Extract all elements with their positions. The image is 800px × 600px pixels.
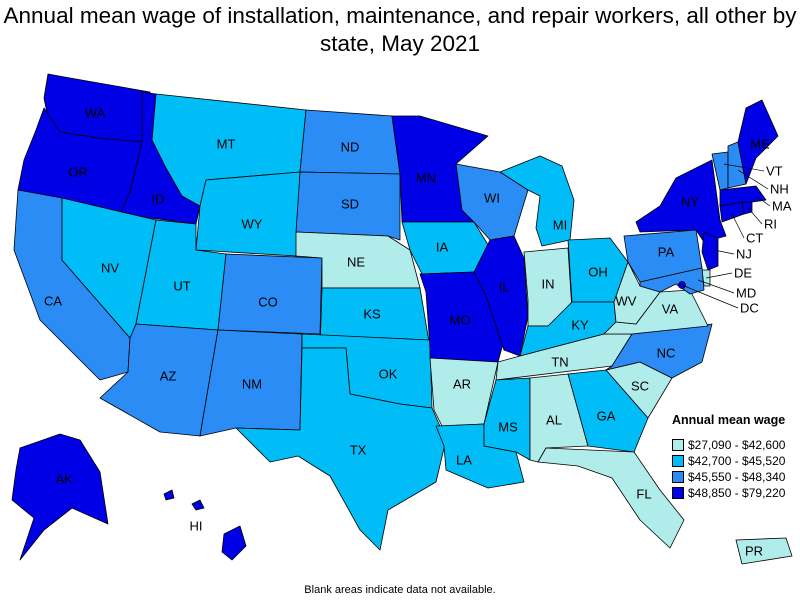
svg-text:MD: MD bbox=[736, 286, 756, 301]
svg-text:HI: HI bbox=[190, 519, 203, 534]
svg-text:TX: TX bbox=[350, 443, 367, 458]
svg-text:CT: CT bbox=[746, 231, 763, 246]
legend-label: $45,550 - $48,340 bbox=[688, 470, 786, 484]
svg-text:ID: ID bbox=[152, 192, 165, 207]
svg-text:KS: KS bbox=[363, 307, 381, 322]
svg-text:NY: NY bbox=[681, 195, 699, 210]
svg-text:WY: WY bbox=[242, 217, 263, 232]
state-MA[interactable] bbox=[719, 185, 767, 207]
svg-text:ND: ND bbox=[341, 140, 360, 155]
svg-text:MT: MT bbox=[217, 137, 236, 152]
svg-text:SC: SC bbox=[631, 379, 649, 394]
svg-text:OK: OK bbox=[379, 367, 398, 382]
svg-text:FL: FL bbox=[636, 487, 651, 502]
legend-swatch bbox=[672, 455, 684, 467]
state-MI[interactable] bbox=[499, 155, 575, 247]
legend-item: $45,550 - $48,340 bbox=[672, 469, 785, 485]
svg-text:WV: WV bbox=[616, 294, 637, 309]
state-HI-3[interactable] bbox=[221, 525, 247, 561]
state-RI[interactable] bbox=[741, 201, 753, 215]
svg-text:NM: NM bbox=[242, 377, 262, 392]
svg-text:PA: PA bbox=[658, 245, 675, 260]
svg-text:NH: NH bbox=[770, 182, 789, 197]
svg-text:OR: OR bbox=[68, 165, 88, 180]
svg-text:AZ: AZ bbox=[160, 369, 177, 384]
state-NY[interactable] bbox=[635, 159, 727, 243]
svg-text:TN: TN bbox=[551, 355, 568, 370]
svg-text:LA: LA bbox=[456, 453, 472, 468]
legend-item: $27,090 - $42,600 bbox=[672, 437, 785, 453]
svg-text:MO: MO bbox=[450, 313, 471, 328]
state-HI-2[interactable] bbox=[191, 499, 205, 511]
svg-text:NE: NE bbox=[347, 255, 365, 270]
svg-text:NC: NC bbox=[657, 346, 676, 361]
svg-text:RI: RI bbox=[764, 217, 777, 232]
svg-text:DC: DC bbox=[740, 301, 759, 316]
svg-text:NV: NV bbox=[101, 261, 119, 276]
svg-text:CA: CA bbox=[44, 294, 62, 309]
state-TX[interactable] bbox=[235, 347, 447, 551]
svg-text:MI: MI bbox=[553, 218, 567, 233]
svg-text:AR: AR bbox=[453, 377, 471, 392]
svg-text:MA: MA bbox=[772, 199, 792, 214]
svg-text:VT: VT bbox=[766, 164, 783, 179]
footnote: Blank areas indicate data not available. bbox=[304, 584, 496, 596]
state-AK[interactable] bbox=[11, 433, 109, 561]
legend-title: Annual mean wage bbox=[672, 413, 786, 427]
legend-item: $48,850 - $79,220 bbox=[672, 485, 785, 501]
svg-text:KY: KY bbox=[571, 318, 589, 333]
state-GA[interactable] bbox=[567, 369, 649, 453]
svg-text:PR: PR bbox=[745, 544, 763, 559]
legend-item: $42,700 - $45,520 bbox=[672, 453, 785, 469]
svg-text:CO: CO bbox=[258, 295, 278, 310]
state-SD[interactable] bbox=[295, 171, 401, 241]
legend: Annual mean wage $27,090 - $42,600 $42,70… bbox=[672, 413, 785, 501]
svg-text:MS: MS bbox=[498, 420, 518, 435]
state-ME[interactable] bbox=[737, 99, 779, 185]
map-title: Annual mean wage of installation, mainte… bbox=[3, 3, 797, 56]
svg-text:ME: ME bbox=[750, 137, 770, 152]
svg-text:MN: MN bbox=[416, 171, 436, 186]
svg-text:WI: WI bbox=[484, 191, 500, 206]
state-FL[interactable] bbox=[537, 447, 685, 549]
svg-text:GA: GA bbox=[597, 409, 616, 424]
state-NJ[interactable] bbox=[701, 231, 719, 271]
svg-text:SD: SD bbox=[341, 197, 359, 212]
svg-text:IL: IL bbox=[499, 280, 510, 295]
legend-label: $48,850 - $79,220 bbox=[688, 486, 786, 500]
svg-text:WA: WA bbox=[85, 106, 106, 121]
legend-swatch bbox=[672, 471, 684, 483]
svg-text:UT: UT bbox=[173, 279, 190, 294]
svg-text:OH: OH bbox=[588, 265, 608, 280]
legend-items: $27,090 - $42,600 $42,700 - $45,520 $45,55… bbox=[672, 437, 785, 501]
state-HI[interactable] bbox=[163, 489, 175, 501]
svg-text:AL: AL bbox=[546, 413, 562, 428]
svg-text:NJ: NJ bbox=[736, 247, 752, 262]
svg-text:IA: IA bbox=[436, 240, 449, 255]
svg-text:VA: VA bbox=[662, 302, 679, 317]
legend-swatch bbox=[672, 439, 684, 451]
svg-text:AK: AK bbox=[55, 472, 73, 487]
state-labels: WA OR ID MT WY CA NV UT AZ CO NM ND SD N… bbox=[44, 106, 792, 559]
legend-label: $27,090 - $42,600 bbox=[688, 438, 786, 452]
state-PR[interactable] bbox=[735, 537, 793, 565]
svg-text:DE: DE bbox=[734, 266, 752, 281]
legend-label: $42,700 - $45,520 bbox=[688, 454, 786, 468]
legend-swatch bbox=[672, 487, 684, 499]
leader-lines bbox=[681, 163, 771, 309]
svg-text:IN: IN bbox=[542, 277, 555, 292]
state-WY[interactable] bbox=[195, 171, 301, 257]
state-CO[interactable] bbox=[217, 253, 323, 335]
